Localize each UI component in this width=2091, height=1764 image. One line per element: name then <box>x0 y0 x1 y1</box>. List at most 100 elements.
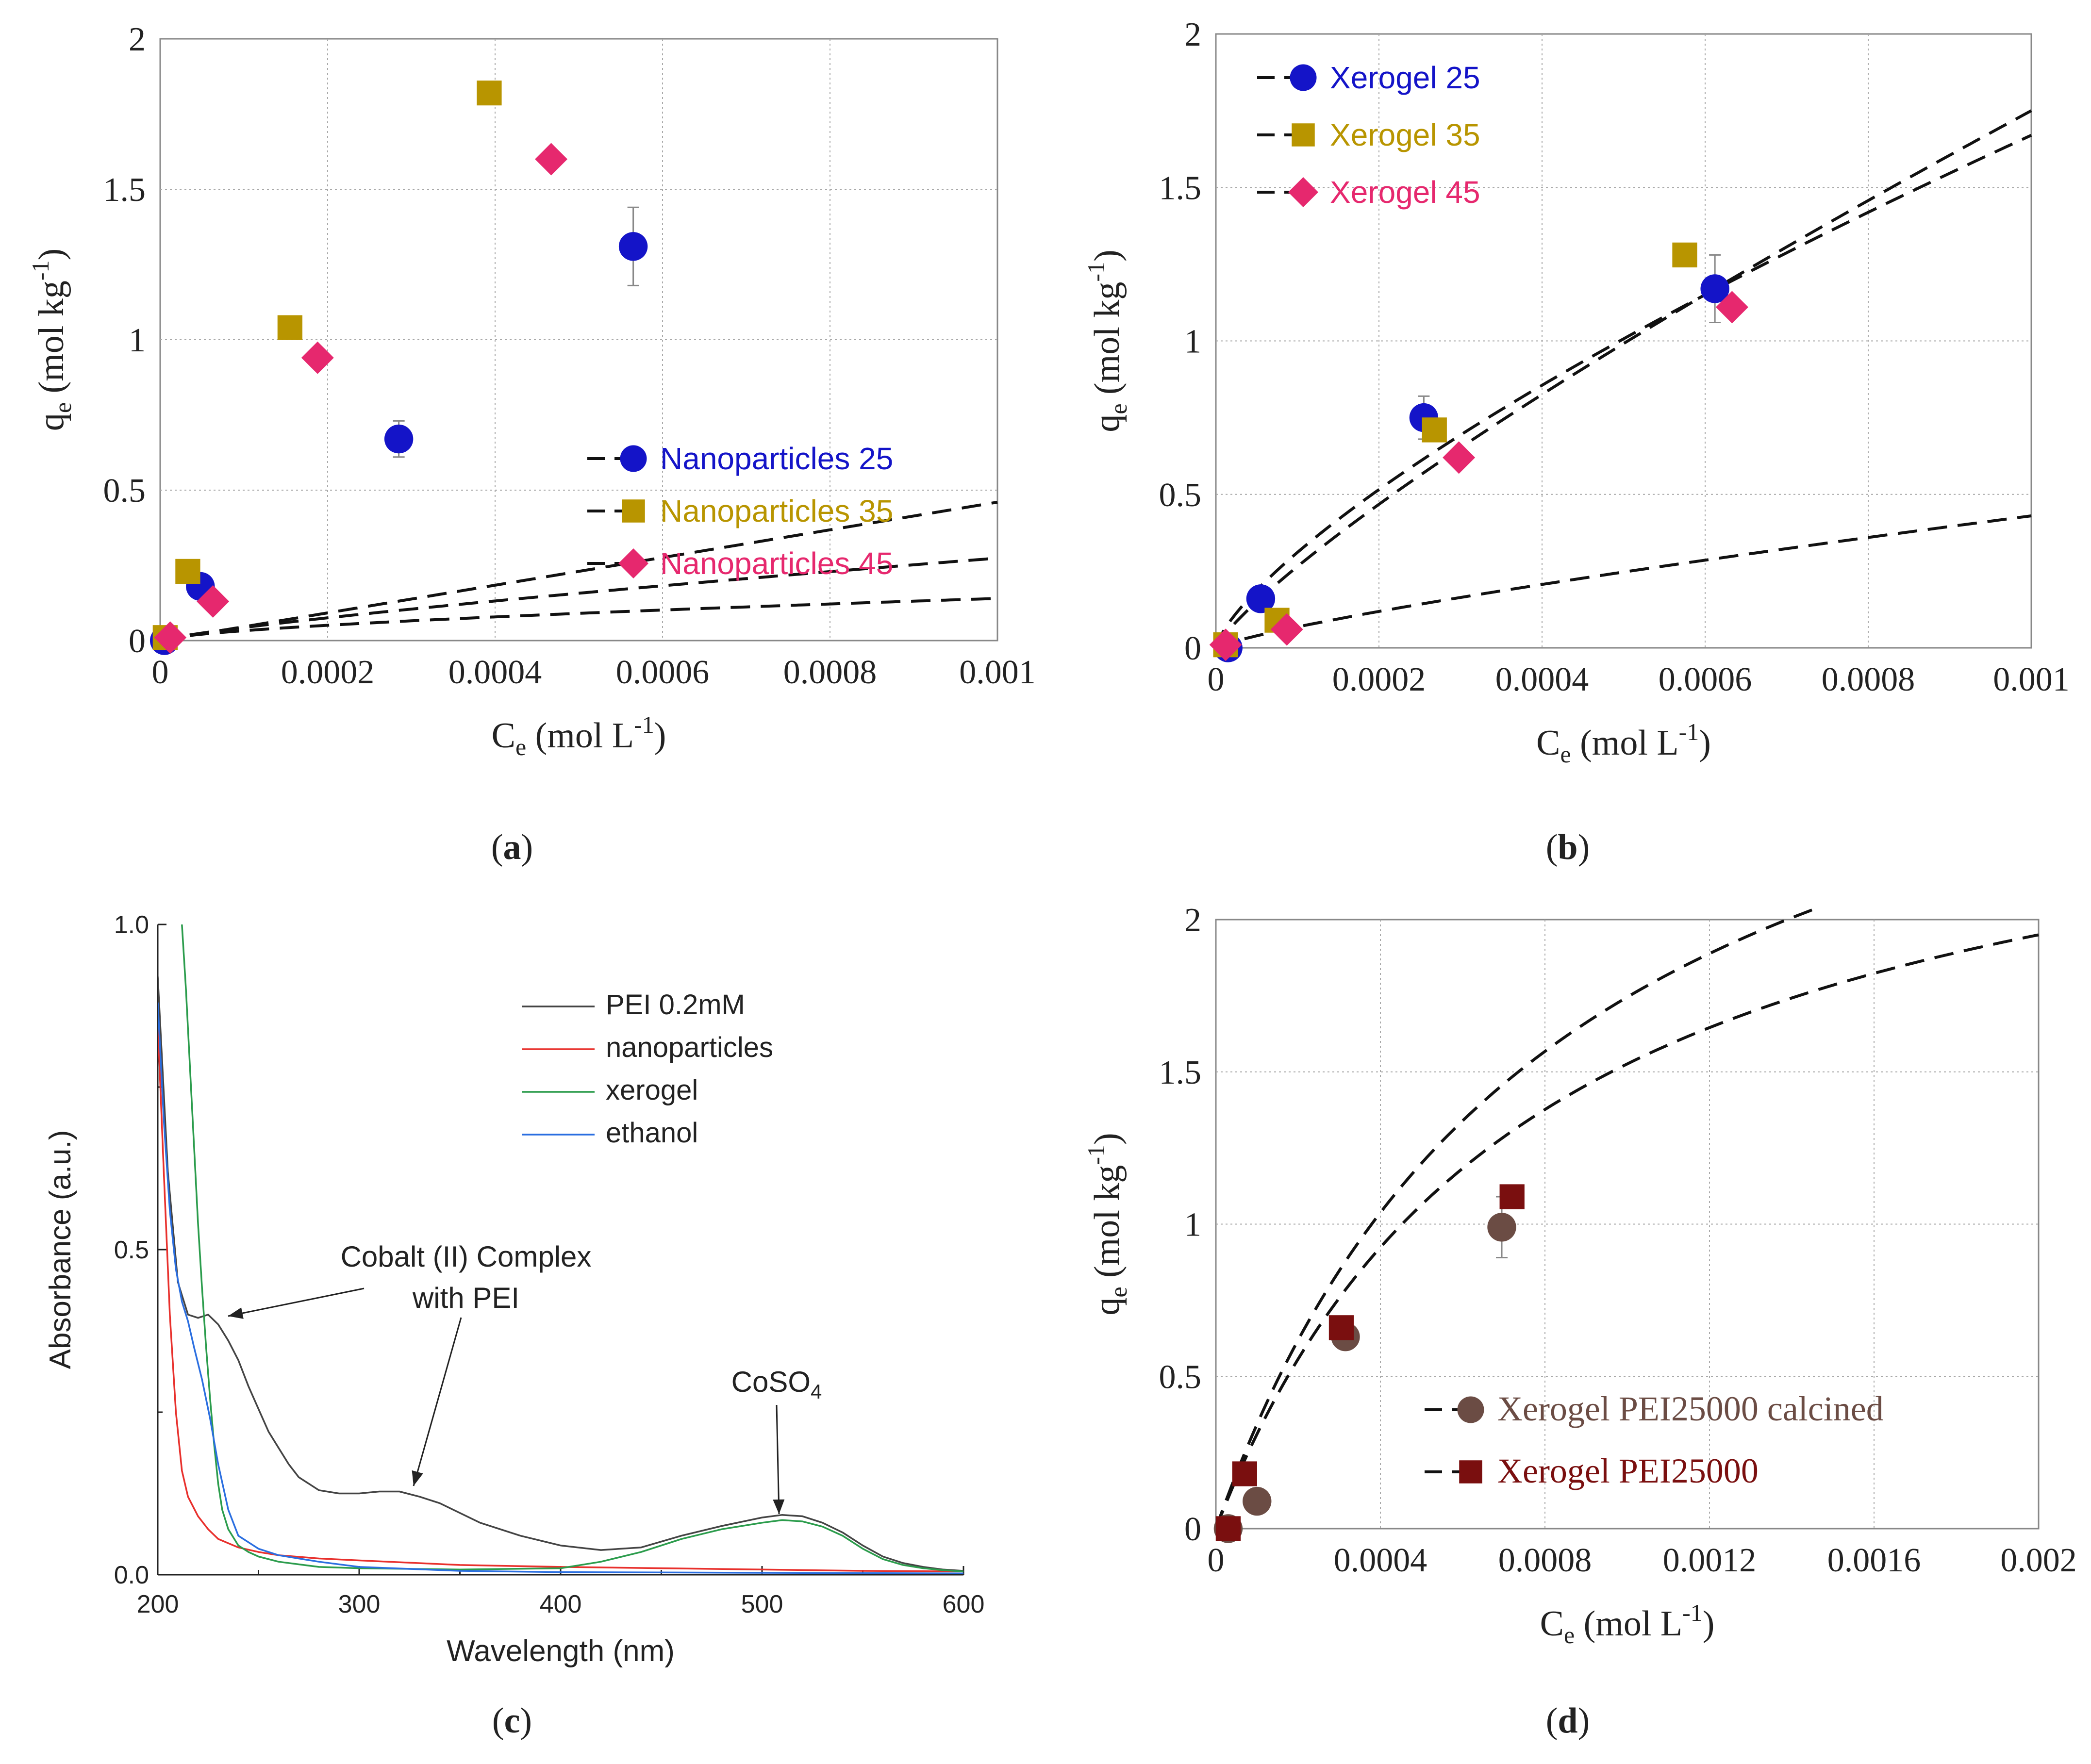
legend-marker <box>1292 123 1315 147</box>
data-point-diamond <box>1270 613 1303 646</box>
x-axis-label-sup: -1 <box>634 711 654 738</box>
panel-label: (a) <box>491 827 533 867</box>
arrow-to-complex-peak-head <box>228 1307 244 1319</box>
y-tick-label: 0.5 <box>114 1236 149 1264</box>
y-axis-label-sup: -1 <box>1082 1145 1110 1165</box>
x-axis-label-sup: -1 <box>1679 718 1699 745</box>
x-tick-label: 0.0012 <box>1663 1542 1757 1579</box>
panel-label-open: ( <box>1546 1701 1558 1741</box>
x-axis-label-close: ) <box>1703 1604 1715 1644</box>
legend-label: PEI 0.2mM <box>606 989 745 1021</box>
x-tick-label: 0.0006 <box>616 654 710 691</box>
data-point-circle <box>384 424 414 454</box>
x-tick-label: 600 <box>943 1590 985 1618</box>
legend-marker <box>1459 1460 1482 1484</box>
data-point-square <box>477 80 502 106</box>
annotation-coso4-sub: 4 <box>811 1380 822 1403</box>
data-point-diamond <box>1715 291 1748 324</box>
fit-curve-2 <box>160 597 998 642</box>
y-axis-label-sup: -1 <box>1082 262 1110 282</box>
data-point-circle <box>1246 584 1276 613</box>
x-axis-label-sub: e <box>1560 741 1571 768</box>
panel-c: 200 300 400 500 600 0.0 0.5 1.0 PEI 0.2mM nanopar… <box>44 911 984 1741</box>
x-axis-label-unit: (mol L <box>526 716 634 756</box>
x-axis-label: Ce (mol L-1) <box>1540 1599 1715 1649</box>
data-point-diamond <box>1443 441 1476 474</box>
panel-label-letter: a <box>503 827 521 867</box>
legend-label: Xerogel 35 <box>1330 117 1480 152</box>
arrow-to-complex-shoulder-head <box>412 1470 423 1486</box>
x-tick-label: 0.001 <box>1993 661 2070 698</box>
spectrum-line-2 <box>158 1022 963 1573</box>
annotation-complex-line1: Cobalt (II) Complex <box>341 1240 592 1273</box>
y-axis-label-unit: (mol kg <box>32 280 71 402</box>
x-tick-label: 0 <box>152 654 169 691</box>
y-axis-label-sub: e <box>1105 403 1132 414</box>
data-point-square <box>1672 242 1697 268</box>
data-point-square <box>1422 417 1447 443</box>
legend-marker <box>622 499 645 523</box>
arrow-to-complex-shoulder <box>413 1317 462 1486</box>
legend-label: nanoparticles <box>606 1032 773 1063</box>
panel-label-close: ) <box>520 1701 532 1741</box>
x-tick-label: 0 <box>1208 661 1225 698</box>
data-point-square <box>277 315 303 340</box>
x-axis-label-sub: e <box>515 733 526 760</box>
x-tick-label: 0.001 <box>959 654 1036 691</box>
y-axis-label-sub: e <box>1105 1286 1132 1297</box>
y-tick-label: 1.5 <box>1159 169 1202 207</box>
x-tick-label: 0.0002 <box>281 654 375 691</box>
data-point-circle <box>1243 1486 1272 1516</box>
y-axis-label: qe (mol kg-1) <box>27 248 76 431</box>
annotation-coso4: CoSO4 <box>731 1366 822 1403</box>
arrow-to-coso4-peak <box>776 1404 780 1515</box>
y-axis-label-sub: e <box>49 402 76 413</box>
legend-label: Nanoparticles 45 <box>660 546 893 581</box>
data-point-circle <box>1700 274 1729 303</box>
y-tick-label: 1 <box>1184 323 1201 361</box>
y-axis-label-sup: -1 <box>27 261 54 281</box>
legend-label: Xerogel 25 <box>1330 60 1480 95</box>
legend-label: Xerogel PEI25000 <box>1497 1451 1759 1490</box>
x-tick-label: 0.0008 <box>1498 1542 1592 1579</box>
panel-label-letter: d <box>1558 1701 1577 1741</box>
panel-label-open: ( <box>491 827 503 867</box>
y-tick-label: 1.0 <box>114 911 149 939</box>
y-tick-label: 1 <box>1184 1206 1201 1244</box>
x-axis-label-unit: (mol L <box>1571 723 1679 763</box>
data-point-diamond <box>1209 628 1242 661</box>
x-tick-label: 0.0004 <box>1495 661 1589 698</box>
legend-marker <box>1457 1396 1484 1423</box>
panel-label-close: ) <box>1578 827 1590 867</box>
x-tick-label: 0 <box>1208 1542 1225 1579</box>
y-axis-label-close: ) <box>1087 1133 1127 1145</box>
panel-label-letter: c <box>504 1701 520 1741</box>
panel-label: (c) <box>492 1701 532 1741</box>
arrow-to-coso4-peak-head <box>773 1499 785 1514</box>
panel-label: (b) <box>1546 827 1590 867</box>
x-tick-label: 0.0008 <box>1822 661 1915 698</box>
y-tick-label: 1 <box>129 322 146 359</box>
x-axis-label: Wavelength (nm) <box>447 1634 675 1668</box>
data-point-diamond <box>197 585 230 618</box>
spectrum-line-1 <box>158 976 963 1572</box>
fit-curve-2 <box>1214 907 1818 1530</box>
legend-marker <box>618 548 648 578</box>
y-tick-label: 1.5 <box>103 171 146 209</box>
legend-label: Nanoparticles 25 <box>660 441 893 476</box>
y-tick-label: 0 <box>1184 630 1201 667</box>
fit-curve-3 <box>160 557 998 642</box>
x-tick-label: 0.0008 <box>783 654 877 691</box>
x-tick-label: 0.0004 <box>1334 1542 1427 1579</box>
y-axis-label: Absorbance (a.u.) <box>44 1130 77 1369</box>
x-axis-label-unit: (mol L <box>1575 1604 1682 1644</box>
x-tick-label: 500 <box>741 1590 783 1618</box>
fit-curve-1 <box>1214 133 2032 649</box>
y-tick-label: 2 <box>1184 902 1201 939</box>
x-tick-label: 200 <box>137 1590 179 1618</box>
panel-d: 0 0.0004 0.0008 0.0012 0.0016 0.002 0 0.5 1 1.5 2 X… <box>1082 902 2077 1741</box>
legend-label: Xerogel PEI25000 calcined <box>1497 1389 1884 1428</box>
legend-label: ethanol <box>606 1117 698 1149</box>
panel-label-open: ( <box>1546 827 1558 867</box>
spectrum-line-3 <box>181 924 963 1573</box>
